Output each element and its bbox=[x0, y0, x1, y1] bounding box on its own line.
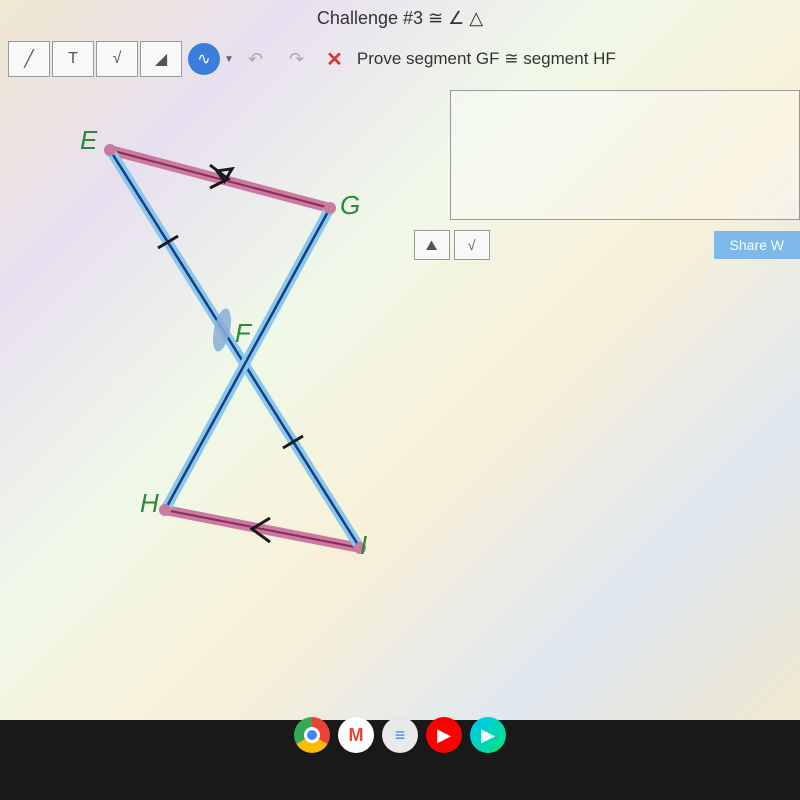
point-label-H: H bbox=[140, 488, 159, 519]
redo-button[interactable]: ↷ bbox=[289, 49, 304, 70]
toolbar: ╱ T √ ◢ ∿ ▼ ↶ ↷ ✕ Prove segment GF ≅ seg… bbox=[0, 37, 800, 81]
draw-tool[interactable]: ∿ bbox=[188, 43, 220, 75]
docs-icon[interactable]: ≡ bbox=[382, 717, 418, 753]
equation-tool[interactable]: √ bbox=[454, 230, 490, 260]
gmail-icon[interactable]: M bbox=[338, 717, 374, 753]
point-label-G: G bbox=[340, 190, 360, 221]
image-tool[interactable]: ⛰ bbox=[414, 230, 450, 260]
answer-tools: ⛰ √ Share W bbox=[414, 230, 800, 260]
close-button[interactable]: ✕ bbox=[326, 47, 343, 72]
pen-tool[interactable]: ╱ bbox=[8, 41, 50, 77]
youtube-icon[interactable]: ▶ bbox=[426, 717, 462, 753]
undo-button[interactable]: ↶ bbox=[248, 49, 263, 70]
taskbar: M ≡ ▶ ▶ bbox=[0, 710, 800, 760]
answer-textarea[interactable] bbox=[450, 90, 800, 220]
text-tool[interactable]: T bbox=[52, 41, 94, 77]
math-tool[interactable]: √ bbox=[96, 41, 138, 77]
point-label-I: I bbox=[360, 530, 367, 561]
play-icon[interactable]: ▶ bbox=[470, 717, 506, 753]
share-button[interactable]: Share W bbox=[714, 231, 800, 259]
challenge-title: Challenge #3 ≅ ∠ △ bbox=[0, 0, 800, 37]
geometry-diagram: E G F H I bbox=[70, 130, 410, 570]
app-screen: Challenge #3 ≅ ∠ △ ╱ T √ ◢ ∿ ▼ ↶ ↷ ✕ Pro… bbox=[0, 0, 800, 720]
point-label-F: F bbox=[235, 318, 251, 349]
point-label-E: E bbox=[80, 125, 97, 156]
chrome-icon[interactable] bbox=[294, 717, 330, 753]
dropdown-icon[interactable]: ▼ bbox=[224, 54, 234, 65]
eraser-tool[interactable]: ◢ bbox=[140, 41, 182, 77]
prompt-text: Prove segment GF ≅ segment HF bbox=[357, 49, 616, 69]
